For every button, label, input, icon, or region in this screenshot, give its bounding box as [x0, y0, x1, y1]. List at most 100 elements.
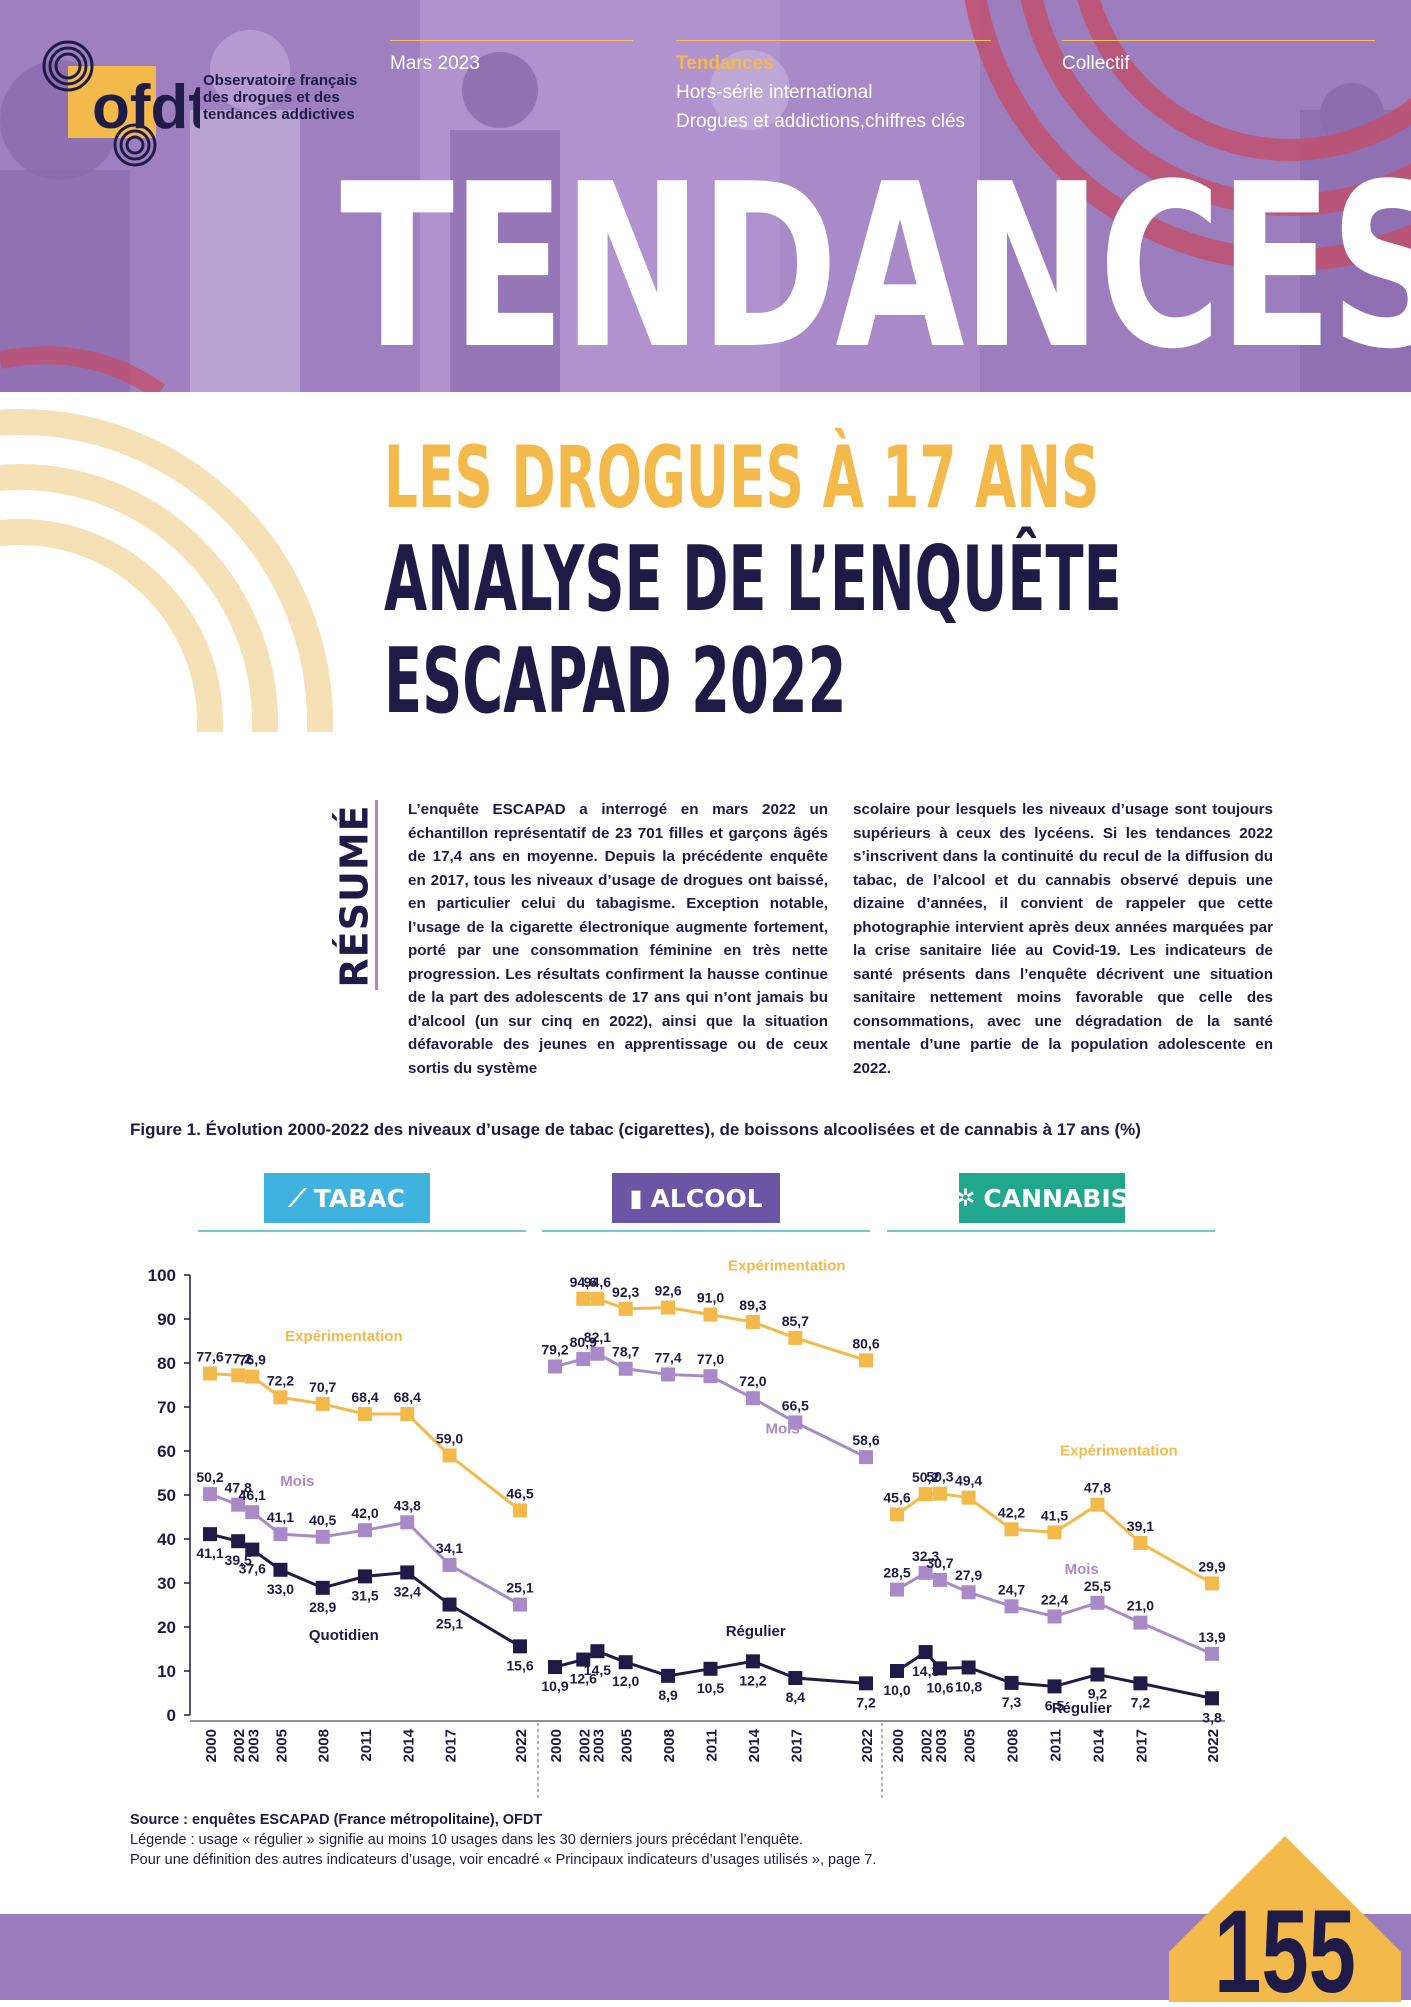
data-point	[203, 1366, 217, 1381]
y-axis-tick-label: 40	[157, 1530, 176, 1549]
data-point	[1205, 1576, 1219, 1591]
data-label: 12,0	[612, 1673, 639, 1689]
data-label: 14,3	[912, 1663, 939, 1679]
abstract-column-1: L’enquête ESCAPAD a interrogé en mars 20…	[408, 801, 828, 1077]
data-point	[245, 1542, 260, 1557]
issue-date-block: Mars 2023	[390, 40, 633, 78]
data-label: 24,7	[998, 1581, 1025, 1597]
data-label: 94,6	[584, 1274, 611, 1290]
data-point	[245, 1505, 260, 1520]
data-label: 46,5	[506, 1485, 533, 1501]
data-label: 15,6	[506, 1657, 533, 1673]
data-point	[703, 1661, 718, 1676]
x-axis-tick-label: 2022	[513, 1729, 530, 1762]
data-point	[618, 1361, 633, 1376]
data-label: 29,9	[1198, 1558, 1225, 1574]
data-label: 43,8	[394, 1497, 421, 1513]
author-block: Collectif	[1062, 40, 1375, 78]
data-label: 7,2	[856, 1694, 876, 1710]
data-point	[442, 1597, 457, 1612]
x-axis-tick-label: 2017	[788, 1729, 805, 1762]
figure-notes: Source : enquêtes ESCAPAD (France métrop…	[130, 1810, 876, 1870]
data-point	[890, 1582, 904, 1597]
data-point	[400, 1515, 415, 1530]
decorative-arcs	[0, 409, 333, 732]
x-axis-tick-label: 2005	[273, 1729, 290, 1762]
category-cannabis-label: CANNABIS	[983, 1183, 1129, 1213]
figure-legend-note: Légende : usage « régulier » signifie au…	[130, 1832, 804, 1848]
series-subtitle: Hors-série international	[676, 82, 873, 103]
data-label: 47,8	[1084, 1480, 1111, 1496]
x-axis-tick-label: 2017	[1133, 1729, 1150, 1762]
data-point	[918, 1487, 933, 1502]
x-axis-tick-label: 2003	[590, 1729, 607, 1762]
data-label: 92,3	[612, 1284, 639, 1300]
data-label: 25,1	[506, 1580, 533, 1596]
data-point	[932, 1661, 947, 1676]
data-label: 31,5	[351, 1587, 378, 1603]
page-number-badge: 155	[1165, 1832, 1405, 2007]
title-line-1: LES DROGUES À 17 ANS	[384, 428, 1100, 528]
series-name-label: Expérimentation	[285, 1328, 403, 1345]
x-axis-tick-label: 2011	[1048, 1729, 1065, 1762]
data-point	[788, 1671, 803, 1686]
series-name-label: Régulier	[1052, 1700, 1112, 1717]
data-point	[590, 1346, 605, 1361]
data-label: 32,4	[394, 1583, 421, 1599]
abstract-column-2: scolaire pour lesquels les niveaux d’usa…	[853, 801, 1273, 1077]
data-label: 89,3	[739, 1297, 766, 1313]
data-label: 39,5	[225, 1552, 252, 1568]
data-point	[661, 1367, 676, 1382]
data-label: 91,0	[697, 1290, 724, 1306]
category-alcool-label: ALCOOL	[650, 1183, 763, 1213]
data-label: 50,3	[926, 1469, 953, 1485]
data-point	[548, 1660, 562, 1675]
data-point	[618, 1301, 633, 1316]
x-axis-tick-label: 2014	[400, 1728, 417, 1762]
x-axis-tick-label: 2003	[245, 1729, 262, 1762]
author: Collectif	[1062, 53, 1130, 74]
data-point	[442, 1448, 457, 1463]
data-point	[890, 1507, 904, 1522]
x-axis-tick-label: 2005	[619, 1729, 636, 1762]
data-label: 13,9	[1198, 1629, 1225, 1645]
series-name-label: Régulier	[726, 1623, 786, 1640]
x-axis-tick-label: 2000	[890, 1729, 907, 1762]
page-number-diamond: 155	[1169, 1836, 1401, 2007]
y-axis-tick-label: 60	[157, 1442, 176, 1461]
series-name-label: Expérimentation	[728, 1258, 846, 1275]
category-divider-tabac	[198, 1230, 526, 1232]
data-label: 22,4	[1041, 1591, 1068, 1607]
data-point	[859, 1676, 873, 1691]
category-divider-alcool	[542, 1230, 870, 1232]
org-name: Observatoire français des drogues et des…	[203, 72, 358, 123]
data-label: 59,0	[436, 1430, 463, 1446]
data-label: 49,4	[955, 1473, 982, 1489]
data-point	[1004, 1599, 1019, 1614]
masthead-title: TENDANCES	[340, 136, 1411, 392]
data-point	[513, 1639, 527, 1654]
x-axis-tick-label: 2014	[1090, 1728, 1107, 1762]
category-divider-cannabis	[887, 1230, 1215, 1232]
data-label: 10,9	[541, 1678, 568, 1694]
y-axis-tick-label: 20	[157, 1618, 176, 1637]
y-axis-tick-label: 0	[167, 1706, 176, 1725]
data-point	[1133, 1535, 1148, 1550]
resume-label: RÉSUMÉ	[332, 804, 377, 988]
data-label: 80,9	[570, 1334, 597, 1350]
issue-date: Mars 2023	[390, 53, 480, 74]
series-collection: Drogues et addictions,chiffres clés	[676, 111, 966, 132]
cannabis-leaf-icon: ✲	[955, 1184, 976, 1212]
data-point	[788, 1415, 803, 1430]
series-block: Tendances Hors-série international Drogu…	[676, 40, 991, 136]
x-axis-tick-label: 2014	[746, 1728, 763, 1762]
data-label: 9,2	[1088, 1686, 1108, 1702]
data-point	[1004, 1522, 1019, 1537]
y-axis-tick-label: 80	[157, 1354, 176, 1373]
data-point	[315, 1529, 330, 1544]
data-label: 14,5	[584, 1662, 611, 1678]
x-axis-tick-label: 2022	[859, 1729, 876, 1762]
data-point	[961, 1585, 976, 1600]
x-axis-tick-label: 2008	[661, 1729, 678, 1762]
category-alcool: ▮ ALCOOL	[612, 1173, 780, 1223]
